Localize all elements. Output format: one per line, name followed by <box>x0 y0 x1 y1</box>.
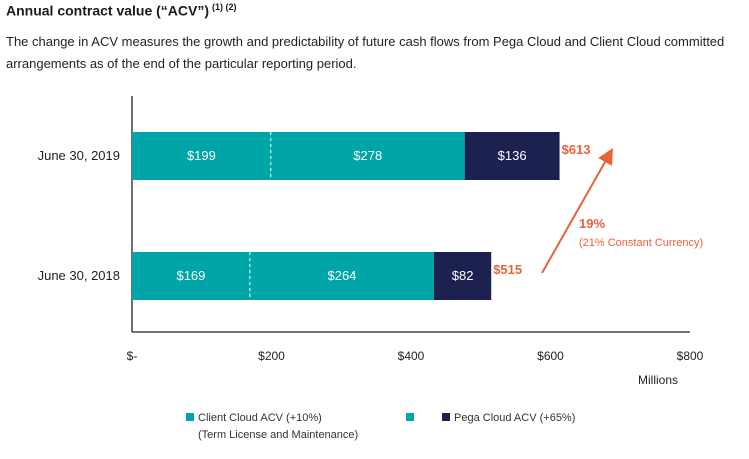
growth-percent-label: 19% <box>579 216 605 231</box>
legend-label-pega-cloud: Pega Cloud ACV (+65%) <box>454 412 576 424</box>
legend-swatch-teal-extra <box>406 413 414 422</box>
bar-value-label: $169 <box>176 268 205 283</box>
growth-arrow <box>541 148 613 274</box>
bar-segment <box>132 132 271 180</box>
x-tick-label: $400 <box>398 349 425 363</box>
legend-swatch-pega-cloud <box>442 413 450 422</box>
bar-segment <box>132 252 250 300</box>
bar-value-label: $82 <box>452 268 474 283</box>
bar-total-label: $613 <box>562 142 591 157</box>
x-tick-label: $800 <box>677 349 704 363</box>
x-axis-label: Millions <box>638 373 678 387</box>
bar-total-label: $515 <box>493 262 522 277</box>
legend-swatch-extra <box>406 410 418 427</box>
x-tick-label: $600 <box>537 349 564 363</box>
title-text: Annual contract value (“ACV”) <box>6 2 210 19</box>
x-tick-label: $- <box>127 349 138 363</box>
category-label: June 30, 2019 <box>38 148 120 163</box>
page-title: Annual contract value (“ACV”) (1) (2) <box>6 2 237 19</box>
legend-label-client-cloud: Client Cloud ACV (+10%) <box>198 412 322 424</box>
bar-segment <box>249 252 435 300</box>
category-label: June 30, 2018 <box>38 268 120 283</box>
constant-currency-label: (21% Constant Currency) <box>579 237 703 249</box>
bar-value-label: $278 <box>353 148 382 163</box>
bar-value-label: $199 <box>187 148 216 163</box>
bar-segment <box>270 132 465 180</box>
legend-item-client-cloud: Client Cloud ACV (+10%) (Term License an… <box>186 410 358 444</box>
bar-value-label: $136 <box>498 148 527 163</box>
bar-value-label: $264 <box>327 268 356 283</box>
description: The change in ACV measures the growth an… <box>6 34 725 71</box>
bar-segment <box>434 252 492 300</box>
legend-item-pega-cloud: Pega Cloud ACV (+65%) <box>442 410 575 427</box>
legend-sublabel-client-cloud: (Term License and Maintenance) <box>198 429 359 441</box>
bar-segment <box>464 132 560 180</box>
x-tick-label: $200 <box>258 349 285 363</box>
legend-swatch-client-cloud <box>186 413 194 422</box>
title-footnotes: (1) (2) <box>212 2 237 12</box>
